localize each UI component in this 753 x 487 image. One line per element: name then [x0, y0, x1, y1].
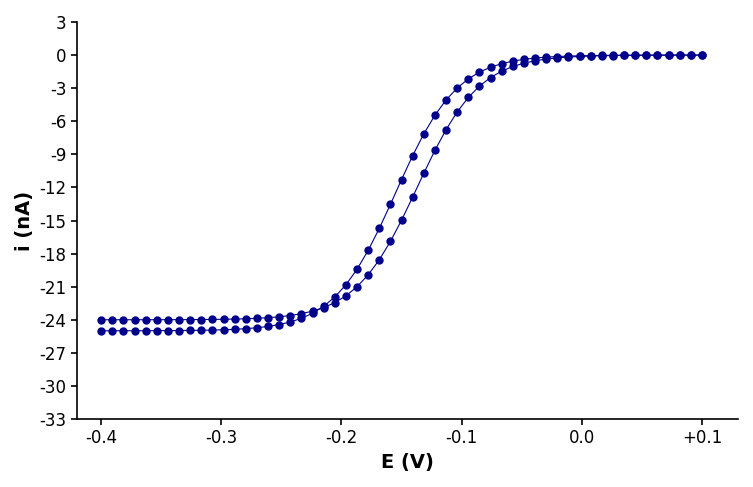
X-axis label: E (V): E (V)	[381, 453, 434, 472]
Y-axis label: i (nA): i (nA)	[15, 190, 34, 251]
